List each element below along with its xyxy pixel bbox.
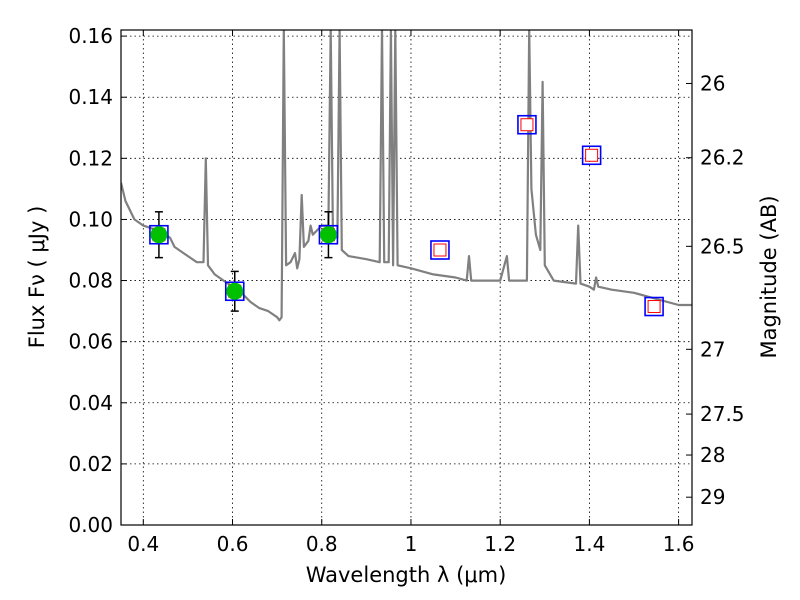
x-tick-label: 1.2 bbox=[484, 532, 516, 556]
y-tick-label: 0.08 bbox=[68, 269, 113, 293]
observed-point bbox=[150, 226, 168, 244]
model-point bbox=[585, 148, 599, 162]
plot-frame bbox=[120, 29, 693, 526]
error-bars bbox=[154, 211, 333, 312]
right-tick-label: 26.2 bbox=[700, 146, 745, 170]
right-tick-label: 27 bbox=[700, 337, 725, 361]
plot-background bbox=[121, 30, 692, 525]
observed-point bbox=[226, 282, 244, 300]
y-tick-label: 0.14 bbox=[68, 85, 113, 109]
model-point bbox=[647, 300, 661, 314]
x-tick-label: 1.4 bbox=[573, 532, 605, 556]
right-tick-label: 26 bbox=[700, 71, 725, 95]
x-tick-label: 0.4 bbox=[127, 532, 159, 556]
filter-square bbox=[430, 240, 450, 260]
filter-square bbox=[224, 281, 245, 302]
y-tick-label: 0.10 bbox=[68, 207, 113, 231]
filter-square bbox=[644, 296, 664, 317]
y-tick-label: 0.12 bbox=[68, 146, 113, 170]
right-tick-label: 27.5 bbox=[700, 402, 745, 426]
filter-square bbox=[517, 114, 537, 135]
y-tick-label: 0.04 bbox=[68, 391, 113, 415]
right-tick-label: 29 bbox=[700, 485, 725, 509]
observed-point bbox=[319, 226, 337, 244]
spectrum-line bbox=[121, 30, 692, 322]
x-axis-ticks: 0.4 0.6 0.8 1 1.2 1.4 1.6 bbox=[127, 30, 695, 556]
x-tick-label: 1.6 bbox=[663, 532, 695, 556]
x-tick-label: 1 bbox=[405, 532, 418, 556]
x-axis-label: Wavelength λ (μm) bbox=[306, 563, 507, 587]
x-tick-label: 0.8 bbox=[306, 532, 338, 556]
filter-square bbox=[149, 224, 169, 245]
y-axis-ticks: 0.00 0.02 0.04 0.06 0.08 0.10 0.12 0.14 0.16 bbox=[68, 24, 127, 537]
filter-squares bbox=[149, 114, 664, 317]
model-point bbox=[520, 118, 534, 132]
right-tick-label: 26.5 bbox=[700, 234, 745, 258]
y-tick-label: 0.02 bbox=[68, 452, 113, 476]
filter-square bbox=[318, 224, 339, 245]
y-tick-label: 0.16 bbox=[68, 24, 113, 48]
right-axis-label: Magnitude (AB) bbox=[757, 195, 781, 358]
observed-markers bbox=[150, 226, 337, 300]
right-axis-ticks: 26 26.2 26.5 27 27.5 28 29 bbox=[686, 71, 745, 509]
filter-square bbox=[581, 145, 602, 166]
model-point bbox=[433, 243, 447, 257]
y-axis-label: Flux Fν ( μJy ) bbox=[25, 206, 49, 349]
right-tick-label: 28 bbox=[700, 443, 725, 467]
y-tick-label: 0.00 bbox=[68, 513, 113, 537]
y-tick-label: 0.06 bbox=[68, 330, 113, 354]
x-tick-label: 0.6 bbox=[217, 532, 249, 556]
